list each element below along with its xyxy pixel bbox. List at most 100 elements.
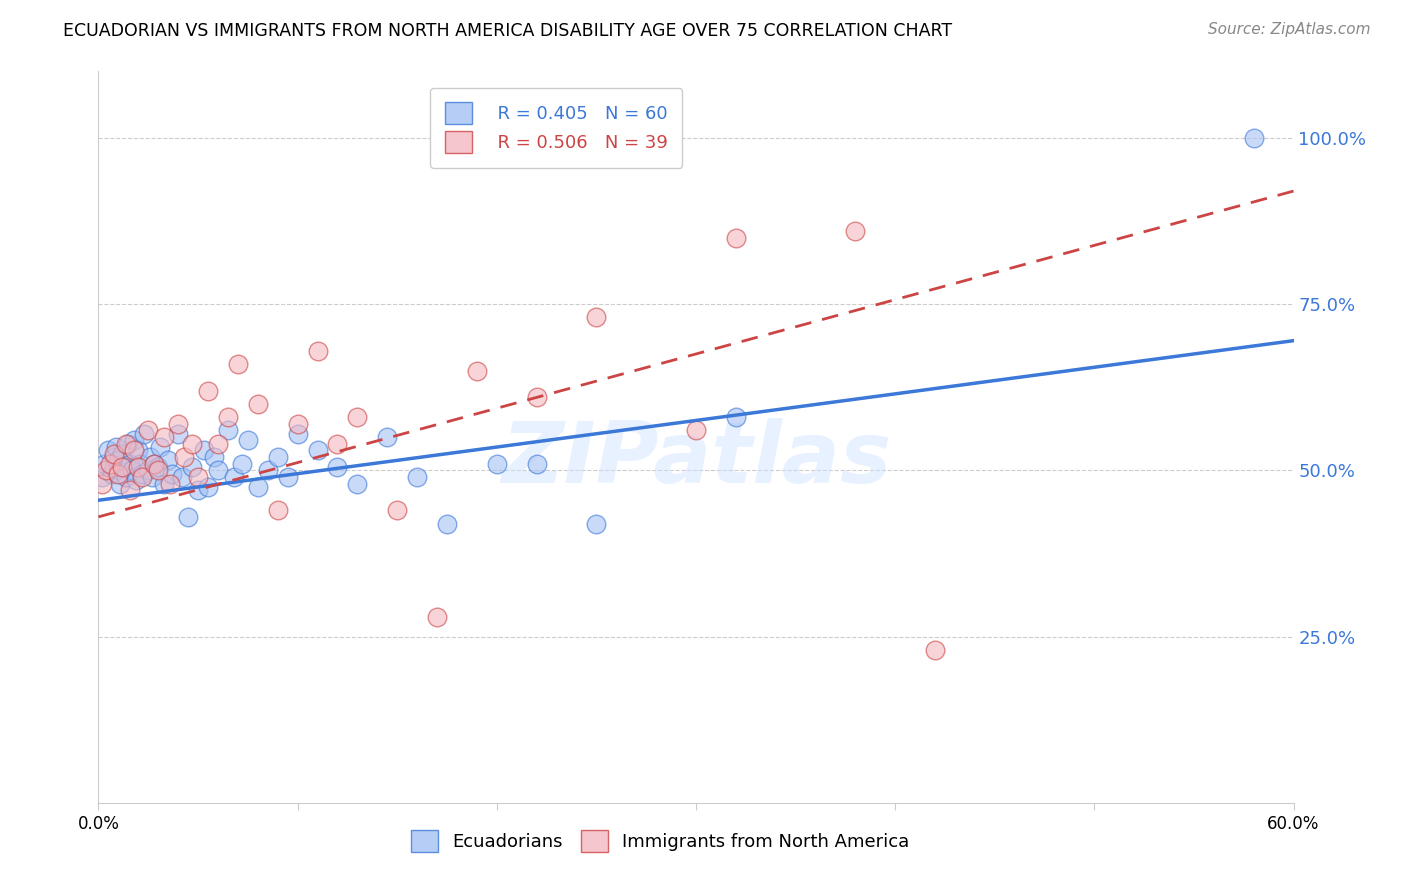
Point: [110, 476, 132, 491]
Point: [231, 457, 253, 471]
Point: [139, 450, 162, 464]
Point: [143, 457, 166, 471]
Point: [385, 503, 409, 517]
Point: [148, 460, 170, 475]
Point: [159, 476, 181, 491]
Point: [136, 463, 159, 477]
Point: [426, 609, 449, 624]
Point: [153, 476, 176, 491]
Legend: Ecuadorians, Immigrants from North America: Ecuadorians, Immigrants from North Ameri…: [404, 823, 917, 860]
Point: [226, 357, 249, 371]
Point: [167, 417, 190, 431]
Point: [115, 436, 138, 450]
Point: [526, 390, 548, 404]
Point: [131, 470, 153, 484]
Point: [157, 453, 180, 467]
Point: [465, 363, 488, 377]
Point: [246, 480, 269, 494]
Point: [197, 480, 219, 494]
Point: [924, 643, 946, 657]
Point: [127, 443, 149, 458]
Point: [181, 460, 204, 475]
Point: [107, 467, 129, 481]
Point: [307, 343, 329, 358]
Point: [585, 516, 607, 531]
Point: [105, 440, 128, 454]
Point: [124, 443, 146, 458]
Point: [217, 424, 239, 438]
Point: [485, 457, 508, 471]
Point: [143, 457, 166, 471]
Point: [346, 410, 368, 425]
Point: [724, 410, 747, 425]
Point: [287, 417, 309, 431]
Point: [141, 470, 163, 484]
Point: [101, 467, 124, 481]
Point: [149, 440, 172, 454]
Point: [167, 426, 190, 441]
Point: [124, 434, 146, 448]
Point: [172, 470, 194, 484]
Point: [125, 473, 148, 487]
Point: [277, 470, 299, 484]
Point: [111, 447, 134, 461]
Point: [685, 424, 707, 438]
Point: [107, 463, 129, 477]
Point: [103, 460, 125, 475]
Point: [844, 224, 866, 238]
Point: [222, 470, 245, 484]
Point: [181, 436, 204, 450]
Point: [1243, 131, 1265, 145]
Point: [287, 426, 309, 441]
Text: ZIPatlas: ZIPatlas: [501, 417, 891, 500]
Point: [129, 457, 152, 471]
Point: [217, 410, 239, 425]
Point: [267, 503, 290, 517]
Point: [97, 443, 120, 458]
Point: [326, 436, 349, 450]
Point: [91, 476, 114, 491]
Point: [246, 397, 269, 411]
Point: [120, 483, 142, 498]
Point: [187, 483, 209, 498]
Point: [160, 467, 183, 481]
Point: [153, 430, 176, 444]
Point: [236, 434, 259, 448]
Point: [136, 424, 159, 438]
Point: [177, 509, 200, 524]
Point: [173, 450, 195, 464]
Point: [98, 457, 122, 471]
Point: [107, 453, 129, 467]
Point: [375, 430, 398, 444]
Point: [202, 450, 225, 464]
Point: [585, 310, 607, 325]
Point: [346, 476, 368, 491]
Point: [148, 463, 170, 477]
Point: [187, 470, 209, 484]
Point: [91, 470, 114, 484]
Point: [193, 443, 215, 458]
Point: [406, 470, 429, 484]
Point: [96, 463, 118, 477]
Point: [121, 463, 143, 477]
Text: Source: ZipAtlas.com: Source: ZipAtlas.com: [1208, 22, 1371, 37]
Point: [115, 470, 138, 484]
Point: [197, 384, 219, 398]
Point: [436, 516, 458, 531]
Point: [207, 436, 229, 450]
Point: [131, 467, 153, 481]
Point: [111, 460, 134, 475]
Point: [112, 460, 135, 475]
Text: ECUADORIAN VS IMMIGRANTS FROM NORTH AMERICA DISABILITY AGE OVER 75 CORRELATION C: ECUADORIAN VS IMMIGRANTS FROM NORTH AMER…: [63, 22, 952, 40]
Point: [307, 443, 329, 458]
Point: [526, 457, 548, 471]
Point: [103, 447, 125, 461]
Point: [120, 457, 142, 471]
Point: [103, 450, 125, 464]
Point: [93, 457, 115, 471]
Point: [134, 426, 156, 441]
Point: [724, 230, 747, 244]
Point: [256, 463, 278, 477]
Point: [117, 436, 139, 450]
Point: [326, 460, 349, 475]
